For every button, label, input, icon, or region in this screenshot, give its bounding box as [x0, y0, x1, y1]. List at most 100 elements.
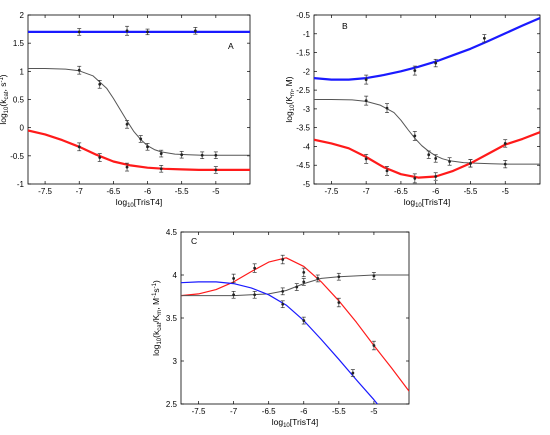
point-marker: [98, 156, 102, 159]
point-marker: [295, 285, 299, 289]
point-marker: [98, 82, 102, 86]
point-marker: [448, 160, 451, 163]
x-tick-label: -5.5: [175, 187, 189, 196]
data-point: [315, 274, 320, 283]
series-line-0: [314, 16, 540, 81]
data-point: [252, 290, 257, 299]
point-marker: [232, 277, 236, 280]
x-tick-label: -6: [300, 407, 308, 416]
point-marker: [413, 176, 417, 180]
y-tick-label: 2: [20, 11, 25, 20]
series-line-0: [181, 257, 409, 392]
point-marker: [193, 29, 197, 33]
data-point: [77, 65, 82, 75]
point-marker: [125, 29, 129, 33]
point-marker: [214, 168, 218, 172]
data-point: [301, 267, 306, 278]
y-tick-label: -4: [303, 142, 311, 151]
point-marker: [482, 36, 486, 40]
y-tick-label: -2.5: [296, 86, 310, 95]
panel-letter: C: [191, 236, 197, 246]
y-tick-label: -3.5: [296, 124, 310, 133]
data-point: [412, 65, 417, 76]
data-point: [280, 254, 285, 265]
data-point: [213, 166, 218, 174]
data-point: [426, 150, 431, 159]
point-marker: [364, 157, 368, 161]
point-marker: [77, 145, 81, 149]
point-marker: [434, 61, 438, 65]
panel-b: -7.5 -7 -6.5 -6 -5.5 -5 -5 -4.5 -4 -3.5 -3 -2.5 -2 -1…: [284, 11, 541, 209]
x-tick-label: -5: [370, 407, 378, 416]
y-tick-label: 0: [20, 124, 25, 133]
data-point: [200, 151, 205, 159]
point-marker: [281, 302, 285, 306]
point-marker: [180, 153, 184, 157]
point-marker: [503, 142, 507, 145]
data-point: [336, 297, 341, 308]
data-point: [350, 369, 355, 377]
x-axis-label: log10[TrisT4]: [404, 197, 451, 209]
y-tick-label: -0.5: [10, 152, 24, 161]
data-point: [231, 290, 236, 299]
data-point: [433, 154, 438, 163]
point-marker: [77, 68, 81, 72]
data-point: [503, 139, 508, 148]
series-line-1: [28, 68, 250, 156]
data-point: [280, 300, 285, 309]
point-marker: [316, 277, 320, 280]
panel-letter: B: [342, 21, 348, 31]
point-marker: [77, 30, 81, 34]
x-tick-label: -6.5: [394, 187, 408, 196]
panel-a: -7.5 -7 -6.5 -6 -5.5 -5 -1 -0.5 0 0.5 1 1.5 2 Alog10[…: [0, 11, 251, 209]
x-tick-label: -6.5: [262, 407, 276, 416]
data-point: [301, 278, 306, 286]
point-marker: [253, 293, 257, 297]
x-tick-label: -5: [212, 187, 220, 196]
data-point: [447, 157, 452, 166]
x-tick-label: -6.5: [106, 187, 120, 196]
x-tick-label: -5.5: [464, 187, 478, 196]
point-marker: [281, 289, 285, 293]
y-axis-label: log10(kcat/Km, M-1s-1): [151, 280, 163, 356]
data-point: [193, 27, 198, 35]
data-point: [280, 287, 285, 296]
point-marker: [427, 153, 431, 157]
point-marker: [364, 78, 368, 81]
point-marker: [281, 258, 285, 261]
data-point: [503, 159, 508, 169]
y-tick-label: -0.5: [296, 11, 310, 20]
point-marker: [232, 293, 236, 297]
point-marker: [214, 153, 218, 157]
point-marker: [385, 106, 389, 110]
data-point: [385, 165, 390, 176]
point-marker: [337, 301, 341, 304]
data-point: [125, 119, 130, 129]
data-point: [213, 151, 218, 159]
data-point: [364, 95, 369, 106]
point-marker: [385, 169, 389, 173]
data-point: [482, 34, 487, 43]
point-marker: [434, 157, 438, 160]
data-point: [385, 103, 390, 113]
point-marker: [146, 145, 149, 149]
data-point: [294, 283, 299, 291]
point-marker: [125, 122, 129, 126]
point-marker: [413, 69, 417, 72]
point-marker: [503, 162, 507, 166]
series-line-1: [314, 99, 540, 165]
x-tick-label: -6: [144, 187, 152, 196]
data-point: [336, 272, 341, 281]
data-point: [77, 28, 82, 36]
x-tick-label: -7: [230, 407, 238, 416]
point-marker: [302, 280, 306, 284]
y-tick-label: -5: [303, 180, 311, 189]
data-point: [371, 340, 376, 351]
data-point: [433, 172, 438, 181]
y-tick-label: 4.5: [166, 228, 178, 237]
data-point: [125, 162, 130, 172]
point-marker: [469, 161, 472, 165]
data-point: [433, 58, 438, 68]
